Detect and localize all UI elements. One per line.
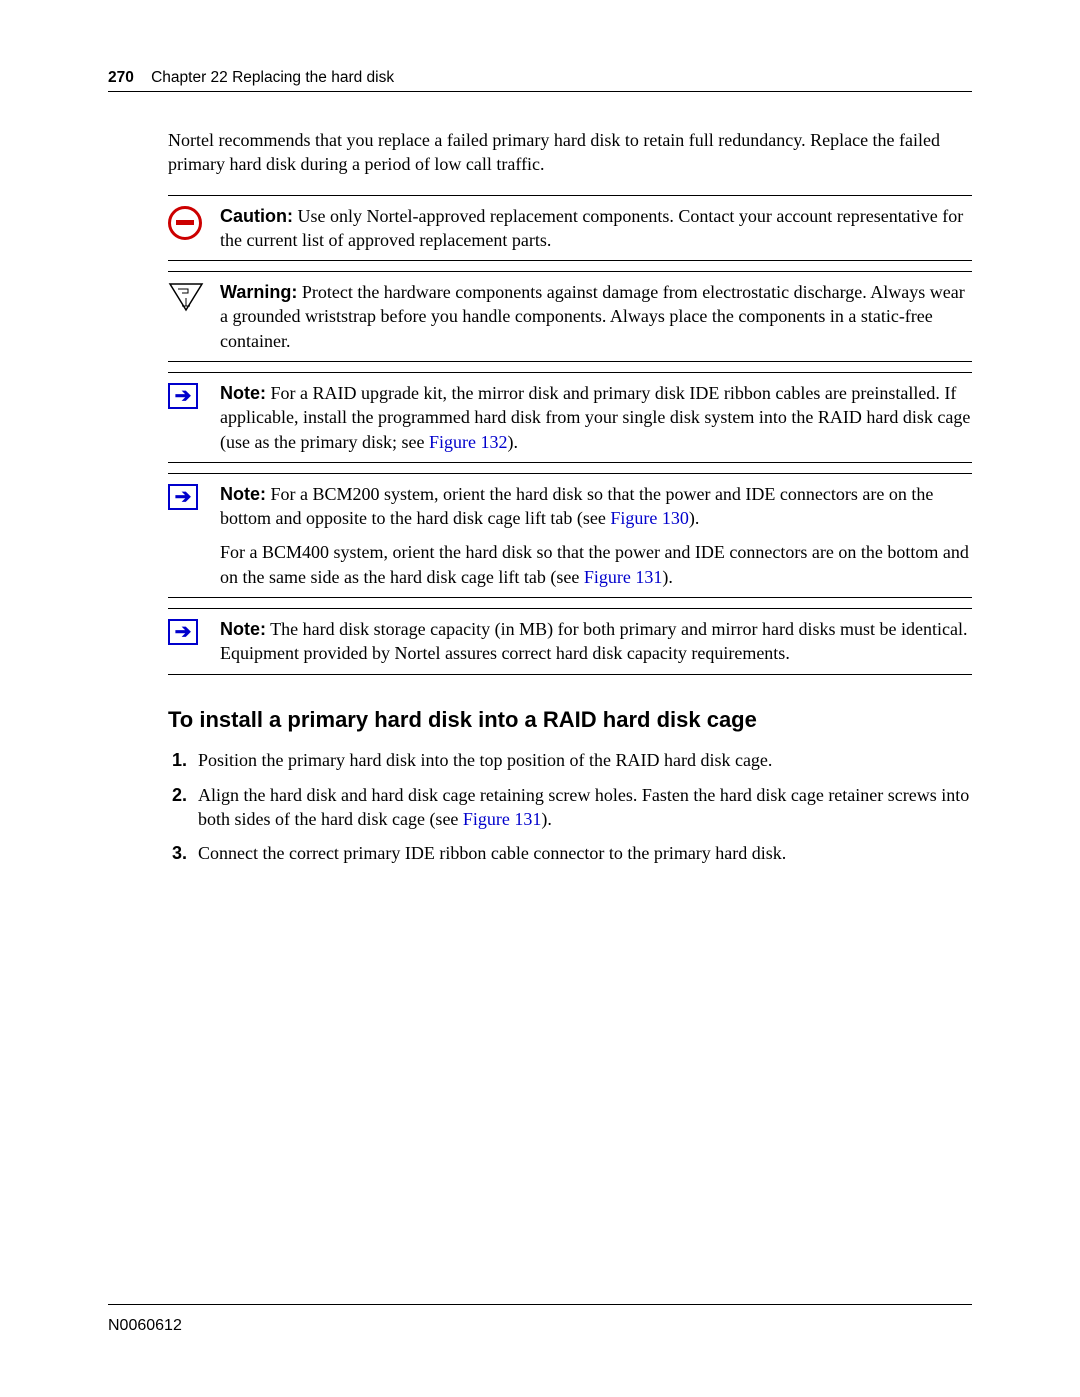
warning-admonition: Warning: Protect the hardware components… bbox=[168, 271, 972, 362]
figure-link[interactable]: Figure 131 bbox=[463, 809, 542, 829]
note-icon: ➔ bbox=[168, 383, 198, 409]
admonition-paragraph: For a BCM400 system, orient the hard dis… bbox=[220, 540, 972, 589]
page-header: 270 Chapter 22 Replacing the hard disk bbox=[108, 68, 972, 92]
section-heading: To install a primary hard disk into a RA… bbox=[168, 705, 972, 735]
admonition-label: Caution: bbox=[220, 206, 293, 226]
text-run: Use only Nortel-approved replacement com… bbox=[220, 206, 963, 250]
text-run: For a BCM200 system, orient the hard dis… bbox=[220, 484, 933, 528]
note-admonition: ➔ Note: The hard disk storage capacity (i… bbox=[168, 608, 972, 675]
text-run: Align the hard disk and hard disk cage r… bbox=[198, 785, 969, 829]
text-run: Connect the correct primary IDE ribbon c… bbox=[198, 843, 786, 863]
caution-icon bbox=[168, 206, 202, 240]
text-run: For a RAID upgrade kit, the mirror disk … bbox=[220, 383, 970, 452]
document-page: 270 Chapter 22 Replacing the hard disk N… bbox=[0, 0, 1080, 1397]
step-item: Connect the correct primary IDE ribbon c… bbox=[192, 841, 972, 865]
doc-id: N0060612 bbox=[108, 1317, 182, 1334]
text-run: The hard disk storage capacity (in MB) f… bbox=[220, 619, 968, 663]
steps-list: Position the primary hard disk into the … bbox=[168, 748, 972, 865]
admonition-label: Note: bbox=[220, 484, 266, 504]
page-footer: N0060612 bbox=[108, 1304, 972, 1337]
step-item: Align the hard disk and hard disk cage r… bbox=[192, 783, 972, 832]
caution-admonition: Caution: Use only Nortel-approved replac… bbox=[168, 195, 972, 262]
figure-link[interactable]: Figure 131 bbox=[584, 567, 663, 587]
admonition-label: Warning: bbox=[220, 282, 297, 302]
step-item: Position the primary hard disk into the … bbox=[192, 748, 972, 772]
figure-link[interactable]: Figure 132 bbox=[429, 432, 508, 452]
note-icon: ➔ bbox=[168, 484, 198, 510]
text-run: Position the primary hard disk into the … bbox=[198, 750, 772, 770]
intro-paragraph: Nortel recommends that you replace a fai… bbox=[168, 128, 972, 177]
text-run: ). bbox=[662, 567, 673, 587]
note-icon: ➔ bbox=[168, 619, 198, 645]
warning-esd-icon bbox=[168, 282, 204, 312]
admonition-paragraph: Caution: Use only Nortel-approved replac… bbox=[220, 204, 972, 253]
text-run: ). bbox=[507, 432, 518, 452]
text-run: ). bbox=[689, 508, 700, 528]
chapter-title: Chapter 22 Replacing the hard disk bbox=[138, 69, 394, 86]
note-admonition: ➔ Note: For a BCM200 system, orient the h… bbox=[168, 473, 972, 598]
text-run: ). bbox=[541, 809, 552, 829]
admonition-label: Note: bbox=[220, 383, 266, 403]
admonition-paragraph: Note: For a RAID upgrade kit, the mirror… bbox=[220, 381, 972, 454]
admonition-paragraph: Note: The hard disk storage capacity (in… bbox=[220, 617, 972, 666]
figure-link[interactable]: Figure 130 bbox=[610, 508, 689, 528]
note-admonition: ➔ Note: For a RAID upgrade kit, the mirro… bbox=[168, 372, 972, 463]
admonition-label: Note: bbox=[220, 619, 266, 639]
text-run: Protect the hardware components against … bbox=[220, 282, 965, 351]
admonition-paragraph: Note: For a BCM200 system, orient the ha… bbox=[220, 482, 972, 531]
admonition-paragraph: Warning: Protect the hardware components… bbox=[220, 280, 972, 353]
page-number: 270 bbox=[108, 69, 134, 86]
